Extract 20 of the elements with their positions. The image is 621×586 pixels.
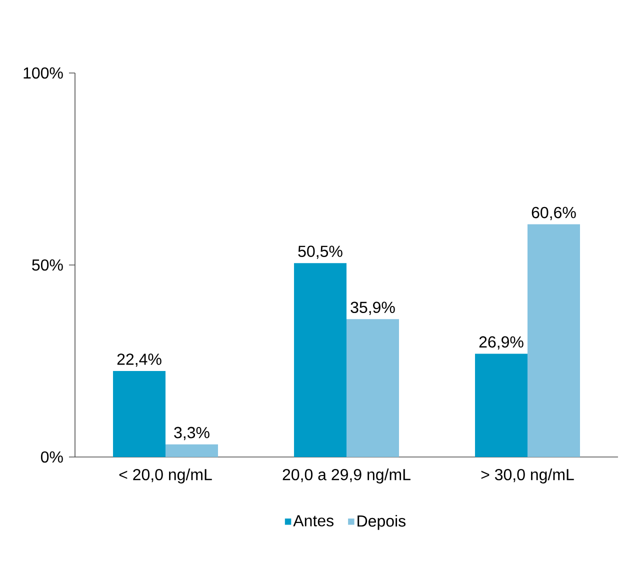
legend-label: Antes bbox=[293, 515, 334, 526]
bar bbox=[346, 319, 399, 457]
data-label: 26,9% bbox=[479, 336, 524, 350]
bar bbox=[294, 263, 347, 457]
data-label: 3,3% bbox=[174, 426, 210, 440]
legend-label: Depois bbox=[358, 514, 406, 530]
bar bbox=[475, 354, 528, 457]
x-tick-label: < 20,0 ng/mL bbox=[119, 468, 212, 484]
bar bbox=[528, 224, 580, 457]
x-tick-label: 20,0 a 29,9 ng/mL bbox=[282, 468, 410, 484]
bar bbox=[113, 370, 166, 457]
data-label: 60,6% bbox=[532, 206, 576, 220]
x-tick-label: > 30,0 ng/mL bbox=[481, 468, 574, 484]
y-tick-label: 100% bbox=[24, 67, 63, 79]
data-label: 50,5% bbox=[298, 246, 342, 259]
y-tick-label: 50% bbox=[32, 259, 63, 271]
y-tick-label: 0% bbox=[40, 451, 63, 463]
bar bbox=[166, 444, 218, 457]
data-label: 22,4% bbox=[117, 354, 162, 367]
data-label: 35,9% bbox=[350, 302, 395, 315]
